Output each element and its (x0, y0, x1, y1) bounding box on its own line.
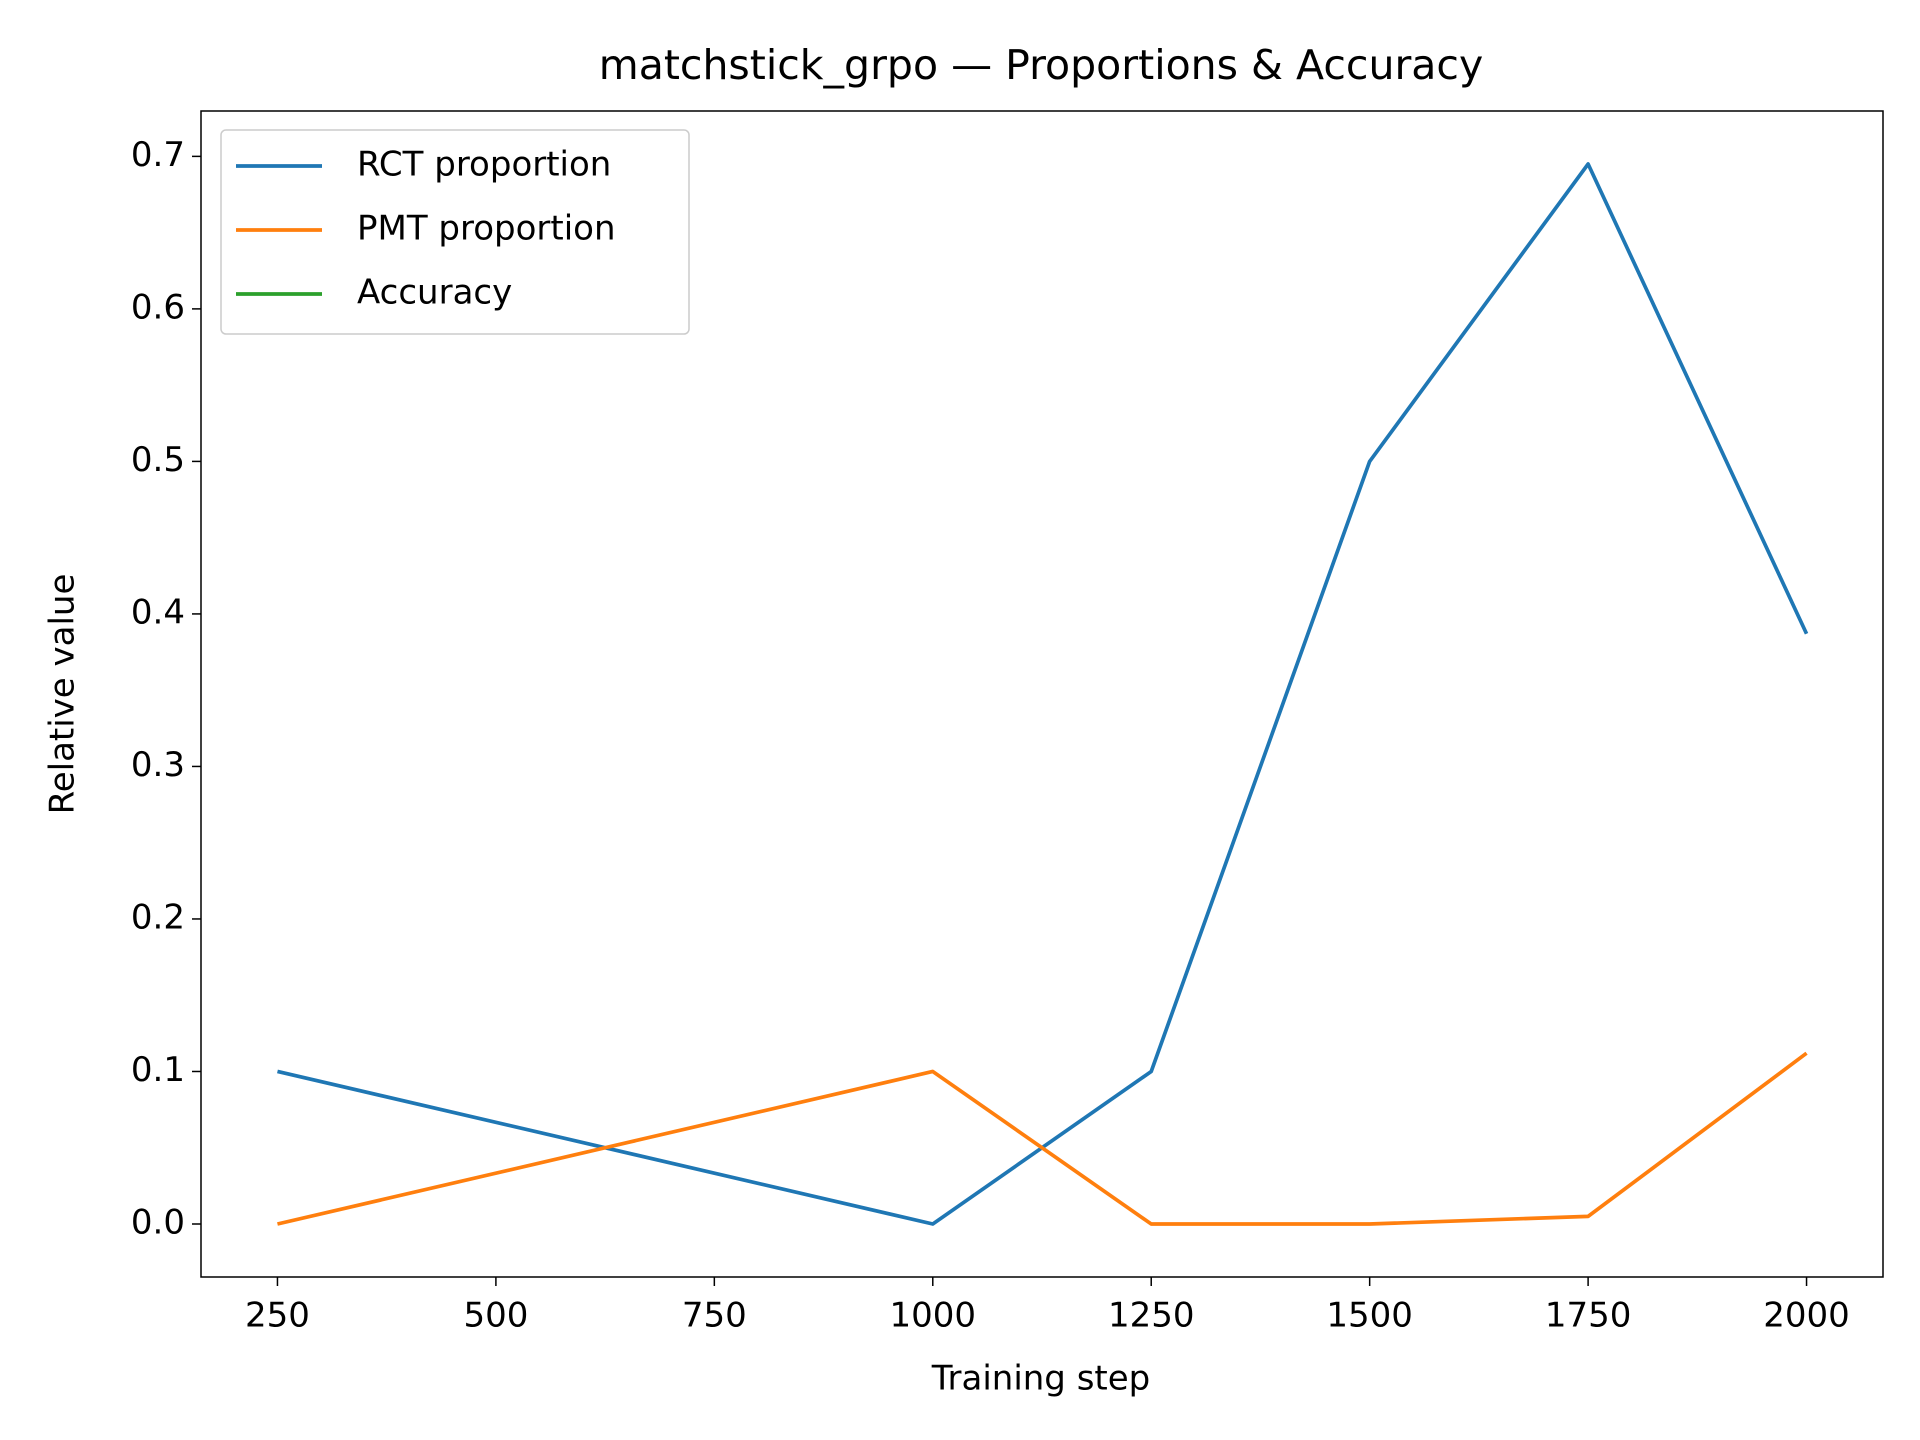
y-tick-label: 0.7 (131, 135, 185, 175)
x-tick-label: 2000 (1763, 1296, 1850, 1336)
legend-label: Accuracy (357, 273, 512, 313)
y-tick-label: 0.2 (131, 897, 185, 937)
x-tick-label: 250 (245, 1296, 310, 1336)
y-tick-label: 0.3 (131, 745, 185, 785)
y-tick-label: 0.5 (131, 440, 185, 480)
legend-box (220, 129, 690, 335)
x-tick-label: 1750 (1545, 1296, 1632, 1336)
y-tick-label: 0.1 (131, 1050, 185, 1090)
x-tick-label: 1250 (1108, 1296, 1195, 1336)
legend-label: RCT proportion (357, 145, 611, 185)
y-tick-label: 0.0 (131, 1203, 185, 1243)
x-tick-label: 500 (463, 1296, 528, 1336)
x-tick-label: 750 (682, 1296, 747, 1336)
series-line (277, 162, 1809, 1226)
x-tick-label: 1000 (890, 1296, 977, 1336)
series-line (277, 1051, 1808, 1226)
y-axis-label: Relative value (43, 574, 83, 815)
x-axis-label: Training step (931, 1359, 1151, 1399)
chart-title: matchstick_grpo — Proportions & Accuracy (599, 41, 1483, 89)
y-tick-label: 0.4 (131, 592, 185, 632)
legend-label: PMT proportion (357, 209, 616, 249)
x-tick-label: 1500 (1326, 1296, 1413, 1336)
plot-frame (200, 110, 1884, 1278)
y-tick-label: 0.6 (131, 287, 185, 327)
